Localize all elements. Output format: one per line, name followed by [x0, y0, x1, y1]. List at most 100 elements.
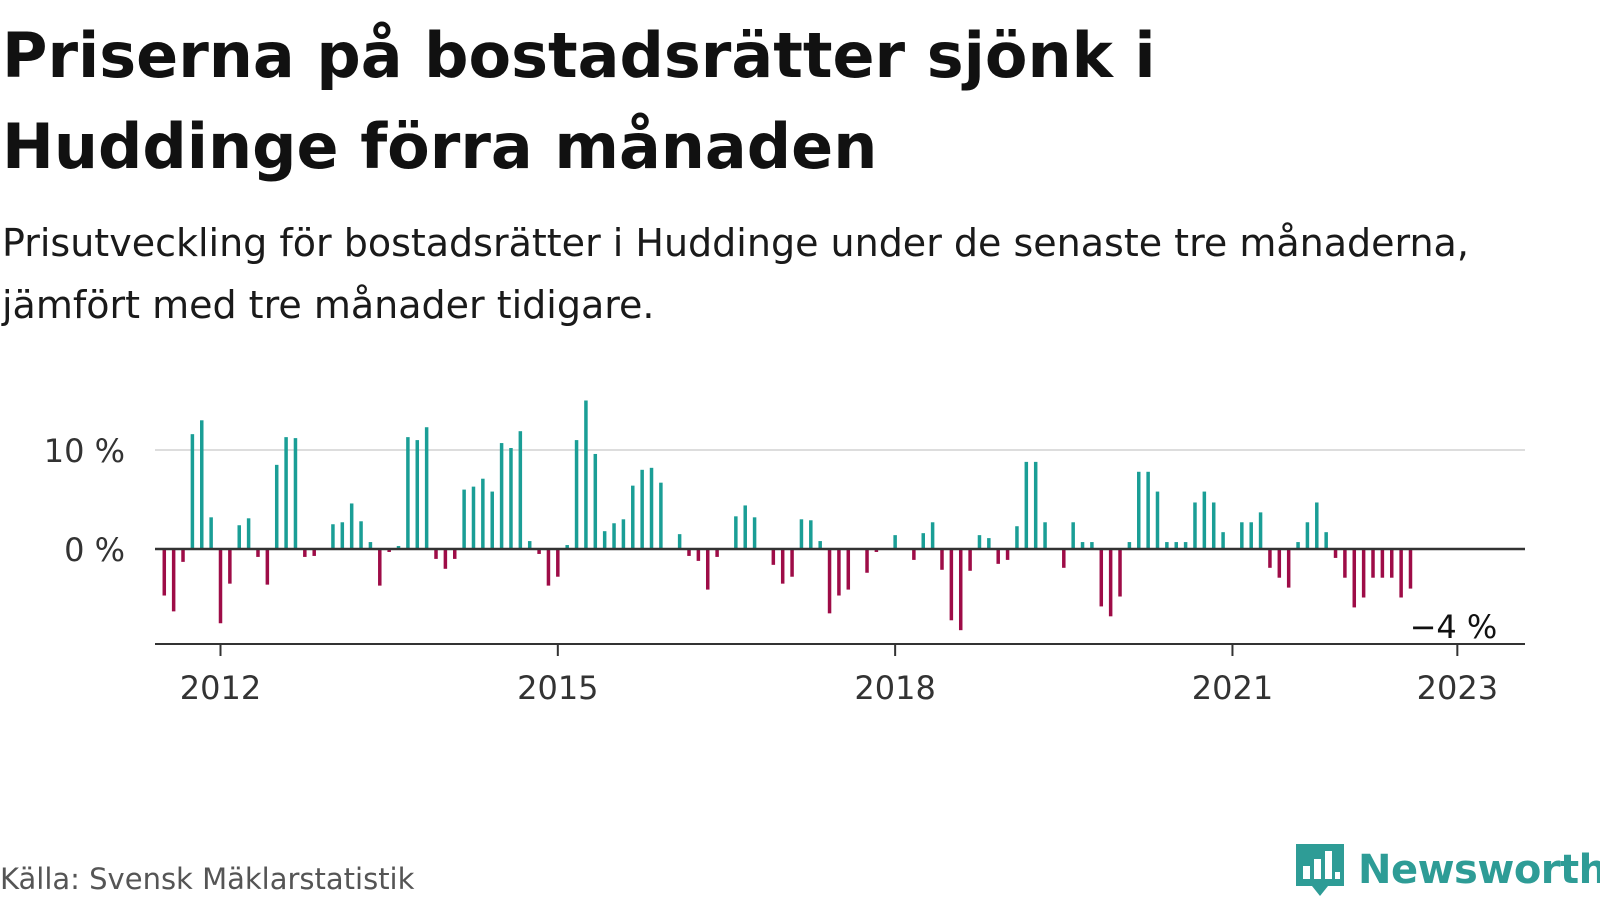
x-tick-label: 2012 [180, 669, 261, 707]
bar [1211, 502, 1216, 549]
bar [827, 549, 832, 614]
bar [434, 549, 438, 559]
bar [471, 486, 476, 549]
bar [780, 549, 785, 584]
bar [527, 541, 532, 549]
bar [265, 549, 270, 585]
bar [490, 491, 494, 549]
x-tick-label: 2023 [1417, 669, 1498, 707]
bar [303, 549, 307, 557]
bar [284, 437, 288, 549]
bar [396, 546, 401, 549]
bar [574, 440, 579, 549]
bar [612, 523, 616, 549]
bar [940, 549, 944, 570]
bar [424, 427, 429, 549]
bar [171, 549, 176, 612]
bar [1249, 522, 1253, 549]
bar [1099, 549, 1104, 607]
bar [228, 549, 232, 584]
bar [349, 503, 354, 549]
bar [593, 453, 598, 549]
bar [1090, 542, 1094, 549]
bar [274, 464, 279, 549]
bar [1221, 532, 1225, 549]
bar [893, 535, 897, 549]
bar [1333, 549, 1338, 558]
bar [1080, 542, 1085, 549]
labels: 0 % 10 % 2012 2015 2018 2021 2023 −4 % [44, 432, 1498, 707]
bar [1296, 542, 1300, 549]
bar [705, 549, 710, 590]
bar [1043, 522, 1047, 549]
bar [790, 549, 794, 577]
chart-title: Priserna på bostadsrätter sjönk i Huddin… [2, 19, 1156, 183]
bar [565, 545, 569, 549]
bar [340, 522, 345, 549]
bar [1352, 549, 1357, 608]
bar [687, 549, 691, 556]
bar [743, 505, 747, 549]
bar [958, 549, 963, 631]
y-tick-label: 0 % [64, 531, 125, 569]
bar [874, 549, 879, 552]
bar-chart-speech-icon [1296, 844, 1344, 896]
bar [1268, 549, 1272, 568]
bar [443, 549, 448, 569]
bar [1146, 471, 1150, 549]
bar [752, 517, 757, 549]
bar [977, 535, 982, 549]
bar [1071, 522, 1075, 549]
bar [378, 549, 382, 586]
bars [162, 400, 1413, 631]
bar [602, 531, 607, 549]
bar [453, 549, 457, 559]
bar [462, 489, 466, 549]
bar [181, 549, 185, 562]
bar [162, 549, 167, 596]
bar [1399, 549, 1403, 598]
bar [1193, 502, 1197, 549]
bar [246, 518, 251, 549]
bar [1024, 461, 1029, 549]
bar [987, 538, 991, 549]
bar [1361, 549, 1366, 598]
bar [1408, 549, 1413, 589]
bar [1305, 522, 1310, 549]
bar [771, 549, 776, 565]
bar [415, 440, 420, 549]
bar [912, 549, 916, 560]
bar [1315, 502, 1319, 549]
bar [509, 448, 513, 549]
bar [968, 549, 972, 571]
bar [368, 542, 373, 549]
bar-chart: 0 % 10 % 2012 2015 2018 2021 2023 −4 % [44, 400, 1525, 707]
bar [387, 549, 391, 552]
source-note: Källa: Svensk Mäklarstatistik [0, 862, 415, 896]
bar [621, 519, 626, 549]
bar [846, 549, 851, 590]
bar [1390, 549, 1394, 578]
bar [1062, 549, 1066, 568]
bar [996, 549, 1000, 564]
bar [518, 431, 523, 549]
bar [1165, 542, 1169, 549]
bar [837, 549, 841, 596]
bar [1005, 549, 1010, 560]
logo-text: Newsworthy [1358, 847, 1600, 893]
bar [556, 549, 560, 577]
bar [359, 521, 363, 549]
bar [546, 549, 551, 586]
bar [312, 549, 316, 556]
bar [537, 549, 541, 554]
bar [200, 420, 204, 549]
bar [1183, 542, 1188, 549]
bar [1324, 532, 1328, 549]
bar [818, 541, 822, 549]
x-tick-label: 2021 [1192, 669, 1273, 707]
bar [631, 485, 635, 549]
bar [1277, 549, 1282, 578]
bar [1343, 549, 1347, 578]
bar [949, 549, 954, 621]
bar [1033, 461, 1038, 549]
